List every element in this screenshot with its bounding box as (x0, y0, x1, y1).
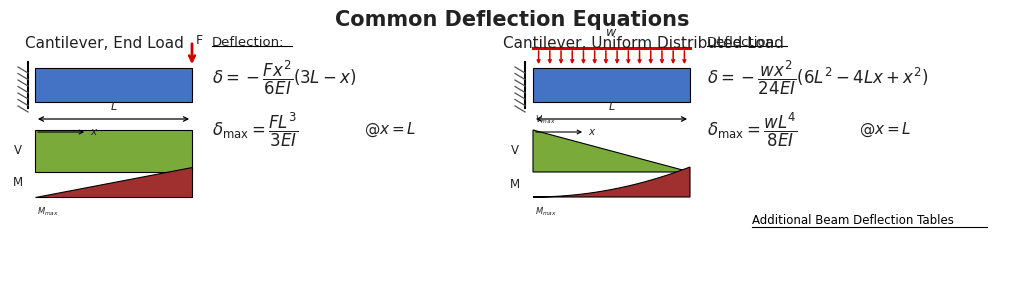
Polygon shape (534, 167, 690, 197)
Text: x: x (90, 127, 96, 137)
Text: F: F (196, 35, 203, 47)
Text: Common Deflection Equations: Common Deflection Equations (335, 10, 689, 30)
Polygon shape (35, 167, 193, 197)
Text: M: M (13, 176, 24, 189)
Text: Additional Beam Deflection Tables: Additional Beam Deflection Tables (752, 214, 954, 227)
Text: M: M (510, 178, 520, 191)
Text: $\delta = -\dfrac{wx^2}{24EI}\left(6L^2 - 4Lx + x^2\right)$: $\delta = -\dfrac{wx^2}{24EI}\left(6L^2 … (707, 59, 928, 97)
Text: Deflection:: Deflection: (707, 35, 779, 48)
Text: $V_{max}$: $V_{max}$ (535, 114, 556, 126)
Bar (534, 68, 690, 102)
Bar (35, 68, 191, 102)
Text: $\delta_{\mathrm{max}} = \dfrac{FL^3}{3EI}$: $\delta_{\mathrm{max}} = \dfrac{FL^3}{3E… (212, 111, 298, 149)
Text: $M_{max}$: $M_{max}$ (535, 206, 557, 219)
Bar (35, 130, 191, 172)
Text: $\delta = -\dfrac{Fx^2}{6EI}(3L - x)$: $\delta = -\dfrac{Fx^2}{6EI}(3L - x)$ (212, 59, 356, 97)
Text: V: V (511, 145, 519, 158)
Text: $@x = L$: $@x = L$ (364, 121, 417, 139)
Text: Cantilever, End Load: Cantilever, End Load (25, 35, 184, 50)
Text: w: w (606, 26, 616, 39)
Text: L: L (608, 102, 614, 112)
Text: $@x = L$: $@x = L$ (859, 121, 911, 139)
Text: Deflection:: Deflection: (212, 35, 285, 48)
Text: V: V (14, 145, 22, 158)
Text: L: L (111, 102, 117, 112)
Text: x: x (588, 127, 594, 137)
Polygon shape (534, 130, 690, 172)
Text: Cantilever, Uniform Distributed Load: Cantilever, Uniform Distributed Load (503, 35, 784, 50)
Text: $\delta_{\mathrm{max}} = \dfrac{wL^4}{8EI}$: $\delta_{\mathrm{max}} = \dfrac{wL^4}{8E… (707, 111, 798, 149)
Text: $M_{max}$: $M_{max}$ (37, 206, 59, 219)
